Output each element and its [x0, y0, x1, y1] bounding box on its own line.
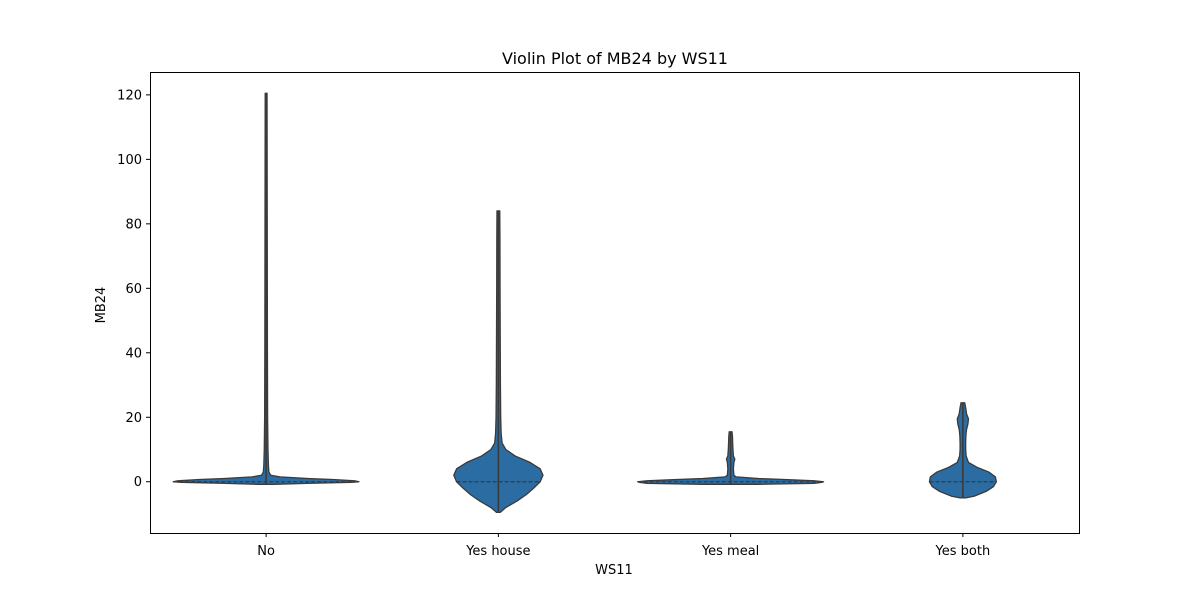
violin-group: [172, 92, 997, 514]
x-tick-label: Yes both: [935, 544, 991, 559]
y-tick-label: 100: [117, 153, 142, 168]
x-tick-label: Yes house: [465, 544, 530, 559]
y-axis-label: MB24: [94, 287, 109, 324]
chart-title: Violin Plot of MB24 by WS11: [502, 49, 728, 68]
y-tick-label: 80: [125, 217, 142, 232]
y-tick-label: 40: [125, 346, 142, 361]
x-axis-label: WS11: [595, 563, 633, 578]
x-tick-label: No: [257, 544, 275, 559]
y-tick-label: 20: [125, 411, 142, 426]
y-axis: 0 20 40 60 80 100 120: [117, 88, 150, 490]
y-tick-label: 120: [117, 88, 142, 103]
plot-frame: [150, 72, 1080, 534]
x-axis: No Yes house Yes meal Yes both: [257, 533, 990, 559]
y-tick-label: 60: [125, 282, 142, 297]
x-tick-label: Yes meal: [701, 544, 759, 559]
y-tick-label: 0: [134, 475, 142, 490]
